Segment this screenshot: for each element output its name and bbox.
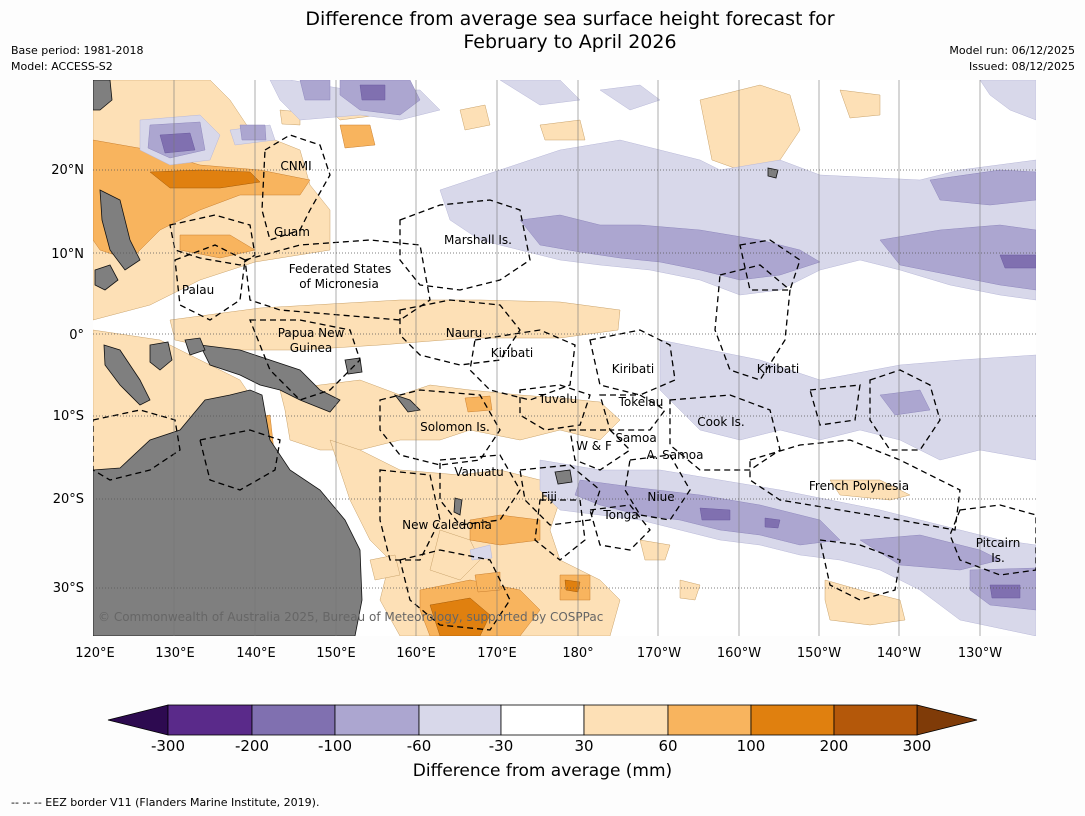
colorbar-tick: 30 <box>574 737 593 755</box>
lon-label: 140°W <box>877 646 921 661</box>
colorbar-swatch <box>833 704 918 736</box>
colorbar-tick: -60 <box>407 737 432 755</box>
colorbar-swatch <box>167 704 253 736</box>
label-palau: Palau <box>182 283 214 297</box>
colorbar-low-extension <box>107 704 169 736</box>
model-name: Model: ACCESS-S2 <box>11 60 113 73</box>
label-asamoa: A. Samoa <box>647 448 704 462</box>
gridlines-longitude <box>173 80 981 636</box>
label-tuvalu: Tuvalu <box>538 392 578 406</box>
lat-label: 20°N <box>51 163 84 178</box>
label-french-polynesia: French Polynesia <box>809 479 909 493</box>
colorbar-tick: 300 <box>903 737 932 755</box>
colorbar-tick: 100 <box>737 737 766 755</box>
place-labels: CNMI Guam Marshall Is. Federated States … <box>182 159 1020 565</box>
label-kiribati-east: Kiribati <box>757 362 799 376</box>
colorbar-tick: -30 <box>489 737 514 755</box>
title-line-2: February to April 2026 <box>463 31 677 53</box>
gridlines-latitude <box>93 169 1036 589</box>
colorbar-ticks: -300 -200 -100 -60 -30 30 60 100 200 300 <box>151 737 931 755</box>
colorbar-swatch <box>583 704 669 736</box>
copyright-text: © Commonwealth of Australia 2025, Bureau… <box>98 610 603 624</box>
colorbar-tick: -200 <box>235 737 269 755</box>
label-solomon: Solomon Is. <box>420 420 490 434</box>
label-niue: Niue <box>647 490 674 504</box>
meta-right: Model run: 06/12/2025 Issued: 08/12/2025 <box>949 43 1075 75</box>
land-masses <box>93 80 779 636</box>
lon-label: 180° <box>562 646 593 661</box>
colorbar-swatch <box>251 704 336 736</box>
label-new-caledonia: New Caledonia <box>402 518 492 532</box>
label-kiribati-west: Kiribati <box>491 346 533 360</box>
lon-label: 130°W <box>958 646 1002 661</box>
lon-label: 160°E <box>396 646 436 661</box>
lon-label: 170°W <box>637 646 681 661</box>
colorbar-swatch <box>667 704 752 736</box>
lon-label: 160°W <box>717 646 761 661</box>
lon-label: 150°W <box>797 646 841 661</box>
label-fsm-2: of Micronesia <box>299 277 379 291</box>
eez-footnote: -- -- -- EEZ border V11 (Flanders Marine… <box>11 796 320 809</box>
colorbar-swatch <box>500 704 585 736</box>
label-nauru: Nauru <box>446 326 482 340</box>
map-area: CNMI Guam Marshall Is. Federated States … <box>93 80 1036 636</box>
lon-label: 150°E <box>316 646 356 661</box>
lat-label: 10°S <box>53 409 84 424</box>
lat-label: 20°S <box>53 492 84 507</box>
lon-label: 140°E <box>236 646 276 661</box>
positive-anomaly-dark <box>149 169 581 636</box>
label-samoa: Samoa <box>615 431 656 445</box>
label-cook: Cook Is. <box>697 415 744 429</box>
label-png-1: Papua New <box>278 326 345 340</box>
colorbar-tick: -300 <box>151 737 185 755</box>
label-fiji: Fiji <box>541 490 557 504</box>
lon-label: 120°E <box>75 646 115 661</box>
colorbar-swatch <box>750 704 835 736</box>
negative-anomaly-dark <box>159 84 1036 599</box>
colorbar: -300 -200 -100 -60 -30 30 60 100 200 300 <box>107 704 978 755</box>
meta-left: Base period: 1981-2018 Model: ACCESS-S2 <box>11 43 143 75</box>
label-pitcairn-2: Is. <box>991 551 1005 565</box>
base-period: Base period: 1981-2018 <box>11 44 144 57</box>
issued-date: Issued: 08/12/2025 <box>968 60 1075 73</box>
label-wf: W & F <box>576 439 612 453</box>
longitude-labels: 120°E 130°E 140°E 150°E 160°E 170°E 180°… <box>75 646 1002 661</box>
label-marshall: Marshall Is. <box>444 233 512 247</box>
colorbar-high-extension <box>916 704 978 736</box>
lat-label: 10°N <box>51 247 84 262</box>
colorbar-tick: 200 <box>820 737 849 755</box>
lon-label: 130°E <box>155 646 195 661</box>
label-fsm-1: Federated States <box>289 262 391 276</box>
label-vanuatu: Vanuatu <box>454 465 504 479</box>
label-kiribati-central: Kiribati <box>612 362 654 376</box>
model-run: Model run: 06/12/2025 <box>949 44 1075 57</box>
colorbar-swatch <box>418 704 502 736</box>
eez-borders <box>93 134 1036 631</box>
colorbar-tick: -100 <box>318 737 352 755</box>
label-cnmi: CNMI <box>280 159 311 173</box>
colorbar-title: Difference from average (mm) <box>412 761 673 781</box>
chart-title: Difference from average sea surface heig… <box>0 8 1085 54</box>
label-pitcairn-1: Pitcairn <box>976 536 1021 550</box>
lat-label: 30°S <box>53 581 84 596</box>
label-tokelau: Tokelau <box>618 395 664 409</box>
lat-label: 0° <box>69 328 84 343</box>
label-tonga: Tonga <box>602 508 638 522</box>
latitude-labels: 20°N 10°N 0° 10°S 20°S 30°S <box>51 163 84 596</box>
label-png-2: Guinea <box>290 341 333 355</box>
colorbar-swatch <box>334 704 420 736</box>
lon-label: 170°E <box>477 646 517 661</box>
title-line-1: Difference from average sea surface heig… <box>305 8 835 30</box>
colorbar-tick: 60 <box>658 737 677 755</box>
label-guam: Guam <box>274 225 310 239</box>
